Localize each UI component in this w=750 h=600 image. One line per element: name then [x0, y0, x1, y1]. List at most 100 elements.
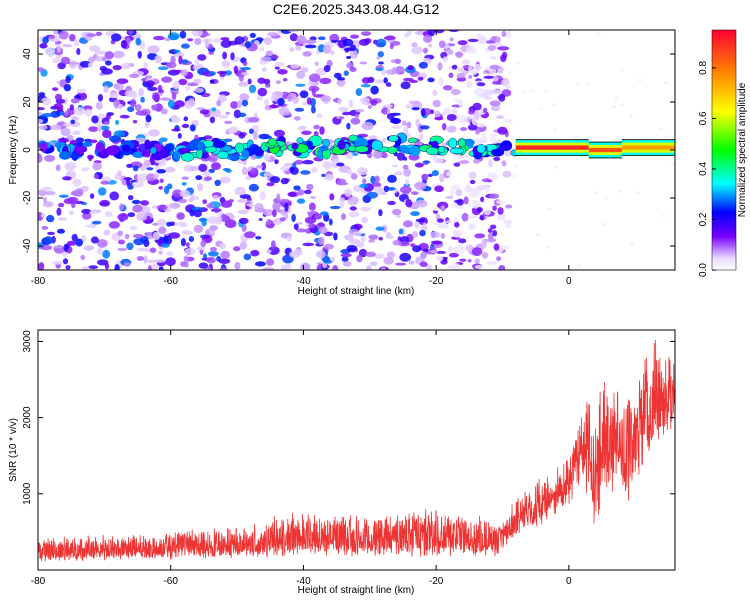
heatmap-cell [102, 56, 107, 62]
heatmap-cell [181, 123, 190, 129]
heatmap-cell [95, 31, 103, 36]
heatmap-cell [54, 93, 63, 101]
heatmap-cell [410, 211, 420, 217]
heatmap-cell [154, 55, 162, 63]
heatmap-cell [359, 61, 368, 65]
heatmap-cell [434, 255, 444, 262]
heatmap-cell [166, 183, 173, 190]
heatmap-cell [448, 252, 459, 258]
heatmap-cell [255, 164, 264, 169]
heatmap-cell [152, 172, 159, 180]
heatmap-cell [225, 168, 232, 173]
heatmap-band-blob [77, 141, 84, 147]
heatmap-cell [53, 245, 64, 249]
heatmap-cell [286, 235, 292, 242]
heatmap-cell [239, 67, 252, 71]
heatmap-band-blob [221, 145, 233, 152]
heatmap-cell [108, 221, 120, 229]
heatmap-cell [405, 178, 410, 186]
heatmap-cell [493, 156, 501, 162]
heatmap-cell [97, 94, 103, 102]
heatmap-cell [196, 246, 206, 251]
heatmap-cell [44, 154, 56, 162]
heatmap-cell [95, 101, 103, 110]
heatmap-cell [209, 225, 219, 231]
heatmap-band-blob [216, 150, 229, 160]
heatmap-band-blob [467, 143, 474, 149]
heatmap-cell [76, 88, 87, 94]
heatmap-cell [193, 224, 204, 234]
heatmap-cell [181, 182, 187, 186]
heatmap-cell [147, 45, 160, 54]
heatmap-cell [422, 222, 427, 230]
heatmap-cell [133, 238, 145, 246]
heatmap-cell [289, 166, 295, 172]
heatmap-cell [376, 38, 387, 48]
heatmap-cell [238, 132, 246, 139]
heatmap-cell [140, 96, 145, 103]
heatmap-band-core [621, 145, 675, 150]
heatmap-band-blob [95, 142, 105, 153]
heatmap-cell [485, 40, 494, 44]
heatmap-cell [224, 70, 233, 76]
heatmap-cell [90, 236, 99, 244]
heatmap-cell [140, 205, 151, 214]
heatmap-cell [317, 36, 326, 41]
heatmap-cell [192, 30, 203, 37]
heatmap-cell [659, 127, 663, 131]
x-tick-label: -60 [163, 576, 178, 587]
heatmap-cell [263, 153, 271, 162]
heatmap-cell [68, 210, 74, 216]
heatmap-cell [64, 110, 69, 117]
heatmap-cell [442, 257, 448, 262]
heatmap-cell [239, 93, 250, 102]
heatmap-cell [100, 180, 110, 185]
heatmap-cell [414, 162, 424, 168]
heatmap-cell [212, 194, 220, 200]
heatmap-cell [461, 212, 469, 222]
heatmap-cell [381, 106, 388, 115]
heatmap-cell [513, 164, 518, 168]
heatmap-cell [483, 75, 495, 79]
heatmap-cell [354, 113, 360, 118]
heatmap-cell [274, 91, 284, 96]
heatmap-band-core [588, 147, 622, 153]
heatmap-cell [333, 232, 338, 241]
heatmap-cell [280, 264, 288, 270]
heatmap-cell [176, 212, 185, 220]
heatmap-cell [536, 233, 540, 237]
heatmap-cell [359, 183, 369, 188]
heatmap-cell [505, 204, 513, 209]
heatmap-cell [160, 108, 168, 115]
y-tick-label: 0 [22, 147, 33, 153]
heatmap-cell [407, 64, 414, 71]
heatmap-cell [501, 160, 507, 167]
heatmap-cell [377, 51, 384, 58]
heatmap-cell [456, 72, 466, 79]
heatmap-cell [201, 219, 207, 227]
colorbar-tick-label: 0.6 [698, 111, 709, 125]
heatmap-cell [476, 138, 482, 145]
heatmap-cell [157, 84, 163, 92]
heatmap-cell [129, 225, 138, 231]
heatmap-cell [204, 39, 209, 48]
heatmap-cell [486, 237, 497, 243]
heatmap-cell [244, 231, 256, 239]
heatmap-cell [220, 250, 230, 259]
heatmap-cell [425, 187, 431, 192]
heatmap-band-blob [248, 144, 260, 155]
heatmap-cell [438, 77, 444, 86]
heatmap-cell [391, 208, 402, 216]
heatmap-cell [293, 116, 301, 121]
heatmap-cell [271, 240, 276, 250]
y-tick-label: 2000 [22, 406, 33, 429]
heatmap-cell [127, 195, 134, 201]
heatmap-cell [458, 238, 467, 244]
heatmap-cell [323, 173, 335, 181]
heatmap-cell [240, 72, 250, 76]
heatmap-cell [59, 194, 69, 198]
heatmap-cell [96, 239, 108, 248]
heatmap-cell [504, 30, 512, 39]
heatmap-cell [187, 38, 194, 42]
heatmap-cell [51, 260, 63, 265]
